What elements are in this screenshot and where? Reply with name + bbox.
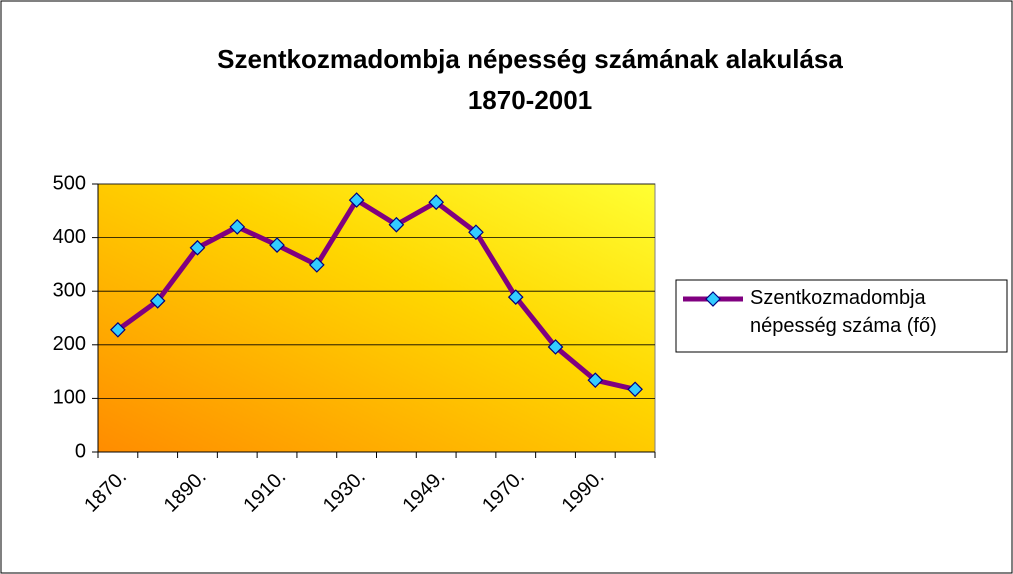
data-point [269,237,285,253]
data-point [428,194,445,211]
data-point [189,239,206,256]
data-point [547,339,564,355]
data-point [110,321,126,338]
legend-marker [705,291,721,307]
chart-title: Szentkozmadombja népesség számának alaku… [217,44,843,74]
legend-label-line: Szentkozmadombja [750,287,927,309]
legend-label-line: népesség száma (fő) [750,315,937,337]
data-point [627,381,643,398]
plot-area [97,183,656,453]
data-point [308,257,325,273]
data-point [229,219,246,235]
legend-label: Szentkozmadombja népesség száma (fő) [750,287,937,337]
data-point [149,292,166,309]
y-tick-label: 300 [53,279,86,301]
data-point [348,192,365,208]
y-tick-label: 400 [53,226,86,248]
y-tick-label: 200 [53,333,86,355]
y-tick-label: 100 [53,387,86,409]
data-point [468,224,484,241]
series-line [116,197,636,392]
chart-subtitle: 1870-2001 [468,85,592,115]
data-point [388,216,405,233]
y-tick-label: 500 [53,172,86,194]
data-point [587,372,604,389]
y-tick-label: 0 [75,440,86,462]
legend [675,279,1008,353]
data-point [507,289,524,305]
